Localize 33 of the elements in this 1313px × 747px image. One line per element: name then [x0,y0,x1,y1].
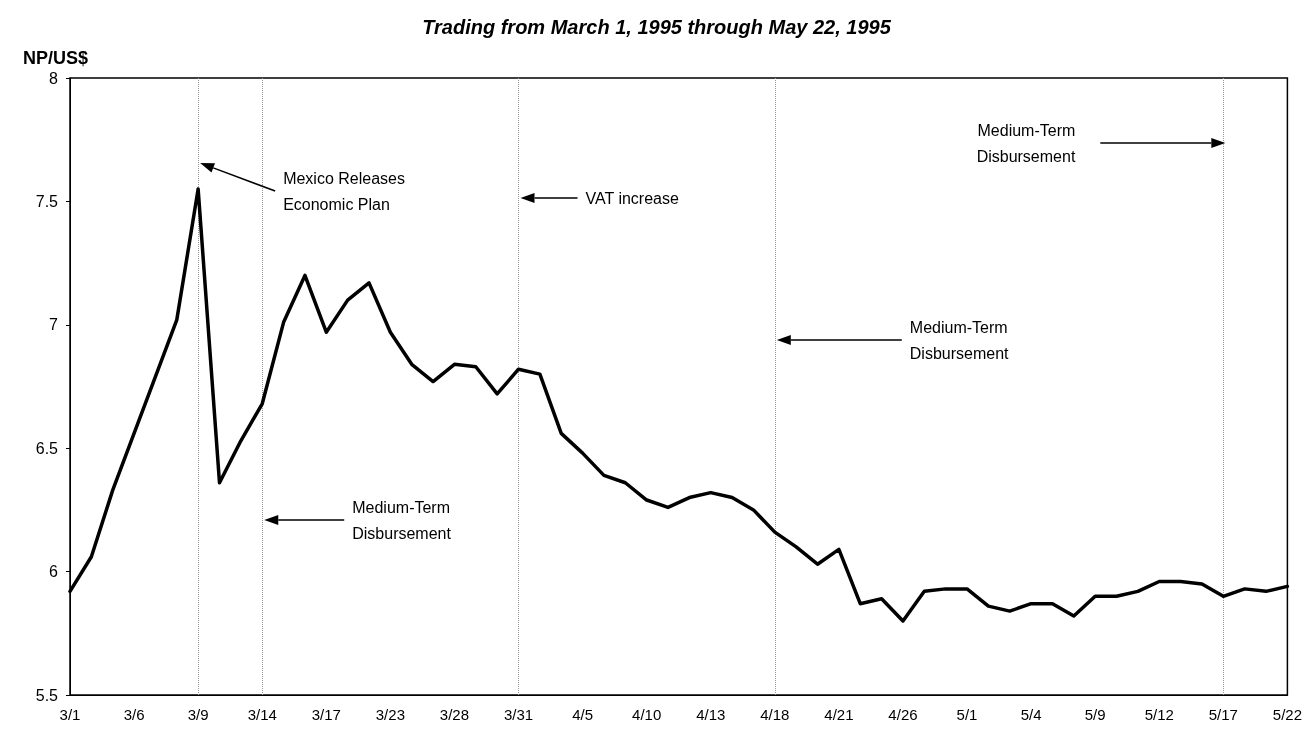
x-tick-label: 3/6 [123,706,145,723]
x-tick-label: 5/17 [1208,706,1238,723]
chart-title: Trading from March 1, 1995 through May 22, 1995 [422,16,892,38]
x-tick-label: 4/26 [888,706,918,723]
x-tick-label: 3/23 [375,706,405,723]
x-tick-label: 3/17 [311,706,341,723]
x-tick-label: 3/9 [187,706,209,723]
x-tick-label: 4/10 [632,706,662,723]
annotation: Medium-Term Disbursement [352,498,452,542]
x-tick-label: 4/5 [572,706,594,723]
y-tick-label: 8 [49,69,59,87]
x-tick-label: 4/13 [696,706,726,723]
annotation: Mexico Releases Economic Plan [283,169,405,213]
annotation: Medium-Term Disbursement [976,121,1076,165]
y-axis-title: NP/US$ [23,48,89,68]
x-tick-label: 3/31 [503,706,534,723]
y-tick-label: 6.5 [35,439,59,457]
x-tick-label: 5/4 [1020,706,1042,723]
y-tick-label: 6 [49,563,59,581]
y-tick-label: 7 [49,316,59,334]
y-tick-label: 7.5 [35,192,59,210]
x-tick-label: 3/1 [59,706,81,723]
annotation: VAT increase [585,189,679,207]
x-tick-label: 5/9 [1084,706,1106,723]
x-tick-label: 5/1 [956,706,978,723]
annotation: Medium-Term Disbursement [909,318,1010,362]
x-tick-label: 4/21 [824,706,854,723]
x-tick-label: 4/18 [760,706,790,723]
x-tick-label: 3/14 [247,706,277,723]
x-tick-label: 5/22 [1272,706,1302,723]
x-tick-label: 5/12 [1144,706,1174,723]
x-tick-label: 3/28 [439,706,470,723]
y-tick-label: 5.5 [35,686,59,704]
